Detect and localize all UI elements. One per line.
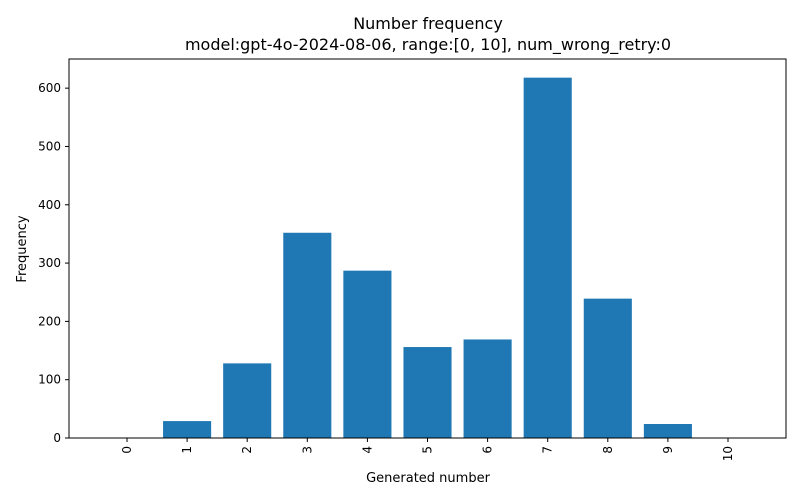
x-tick-label: 1 <box>180 446 194 454</box>
bar-8 <box>583 298 632 438</box>
y-tick-label: 300 <box>38 256 61 270</box>
x-tick-label: 7 <box>541 446 555 454</box>
bar-7 <box>523 77 572 438</box>
x-tick-label: 6 <box>481 446 495 454</box>
x-axis-label: Generated number <box>366 471 490 486</box>
y-axis-label: Frequency <box>15 215 30 282</box>
y-axis-ticks: 0 100 200 300 400 500 600 <box>38 81 69 445</box>
bar-9 <box>643 424 692 438</box>
x-tick-label: 5 <box>421 446 435 454</box>
x-tick-label: 8 <box>601 446 615 454</box>
y-tick-label: 600 <box>38 81 61 95</box>
x-tick-label: 2 <box>240 446 254 454</box>
y-tick-label: 0 <box>53 431 61 445</box>
chart-title: Number frequency <box>353 14 503 33</box>
x-tick-label: 9 <box>661 446 675 454</box>
x-tick-label: 3 <box>300 446 314 454</box>
bar-2 <box>223 363 272 438</box>
plot-frame <box>68 58 787 439</box>
chart-subtitle: model:gpt-4o-2024-08-06, range:[0, 10], … <box>185 35 671 55</box>
bars-group <box>163 77 692 438</box>
bar-1 <box>163 421 212 438</box>
y-tick-label: 400 <box>38 198 61 212</box>
x-tick-label: 10 <box>721 446 735 461</box>
y-tick-label: 200 <box>38 314 61 328</box>
bar-6 <box>463 339 512 438</box>
bar-4 <box>343 270 392 438</box>
x-tick-label: 0 <box>120 446 134 454</box>
x-tick-label: 4 <box>360 446 374 454</box>
y-tick-label: 500 <box>38 139 61 153</box>
x-axis-ticks: 0 1 2 3 4 5 6 7 8 9 10 <box>120 438 735 461</box>
bar-3 <box>283 232 332 438</box>
bar-5 <box>403 347 452 438</box>
y-tick-label: 100 <box>38 373 61 387</box>
